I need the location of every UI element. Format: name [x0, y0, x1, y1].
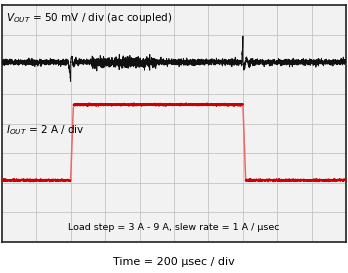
Text: $V_{OUT}$ = 50 mV / div (ac coupled): $V_{OUT}$ = 50 mV / div (ac coupled) — [6, 11, 172, 25]
Text: $I_{OUT}$ = 2 A / div: $I_{OUT}$ = 2 A / div — [6, 123, 84, 137]
Text: Time = 200 μsec / div: Time = 200 μsec / div — [113, 257, 235, 267]
Text: Load step = 3 A - 9 A, slew rate = 1 A / μsec: Load step = 3 A - 9 A, slew rate = 1 A /… — [68, 223, 280, 232]
